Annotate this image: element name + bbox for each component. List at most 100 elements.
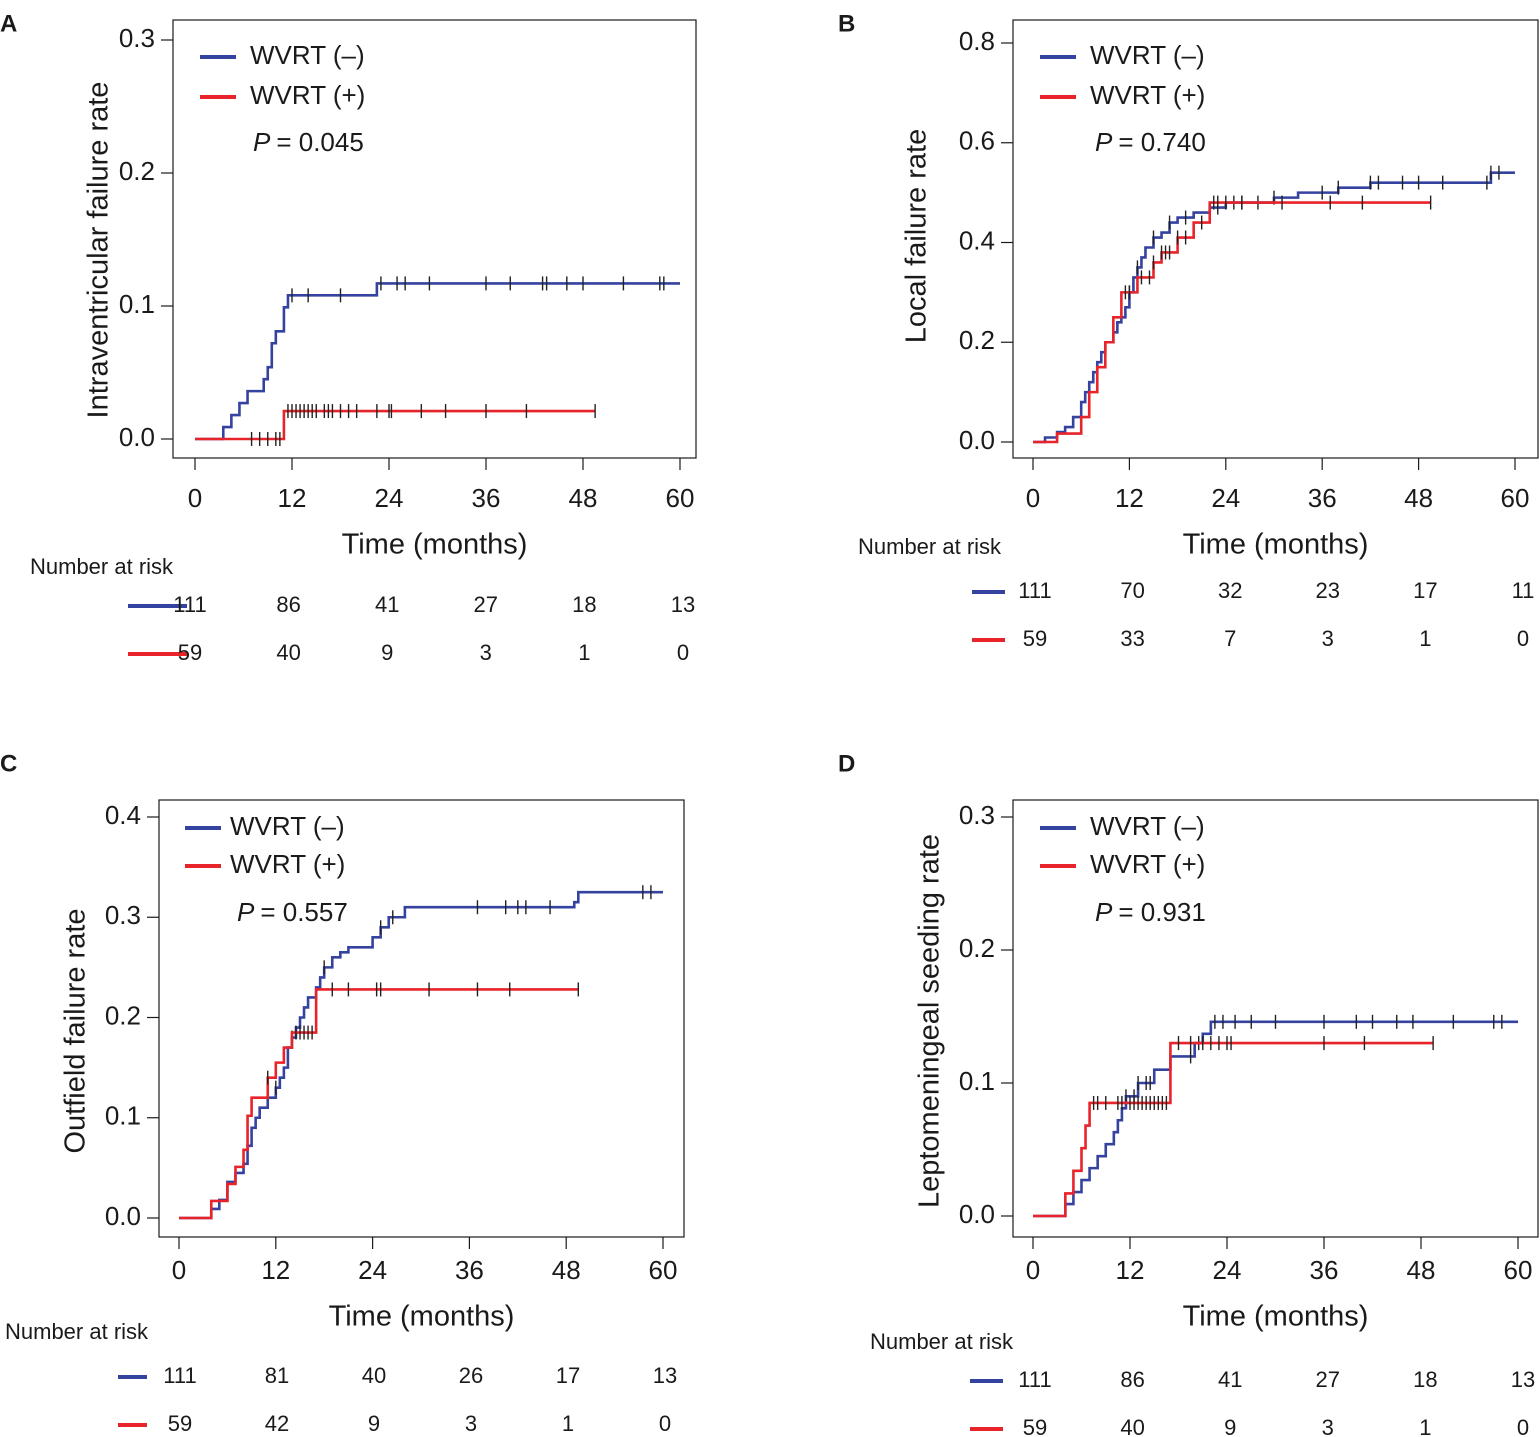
x-tick-label: 12	[278, 483, 307, 513]
wvrt-minus-risk-count: 11	[1512, 578, 1535, 603]
x-tick-label: 0	[1026, 1255, 1040, 1285]
y-tick-label: 0.4	[105, 800, 141, 830]
wvrt-plus-risk-count: 3	[465, 1411, 477, 1436]
wvrt-minus-risk-count: 17	[556, 1363, 580, 1388]
p-value-text: P = 0.557	[237, 897, 348, 927]
wvrt-minus-legend-label: WVRT (–)	[1090, 40, 1205, 70]
y-tick-label: 0.1	[105, 1101, 141, 1131]
p-value-number: = 0.557	[260, 897, 347, 927]
plot-frame	[1012, 799, 1539, 1238]
wvrt-plus-legend-label: WVRT (+)	[230, 849, 345, 879]
wvrt-plus-curve	[1033, 201, 1431, 444]
wvrt-plus-risk-count: 40	[276, 640, 300, 665]
wvrt-minus-legend-label: WVRT (–)	[230, 811, 345, 841]
y-tick-label: 0.0	[959, 425, 995, 455]
x-axis-title: Time (months)	[342, 529, 528, 561]
y-tick-label: 0.0	[959, 1199, 995, 1229]
p-value-text: P = 0.740	[1095, 127, 1206, 157]
y-tick-label: 0.6	[959, 126, 995, 156]
y-tick-label: 0.0	[119, 422, 155, 452]
wvrt-plus-risk-count: 1	[1419, 626, 1431, 651]
x-tick-label: 24	[358, 1255, 387, 1285]
wvrt-minus-legend-label: WVRT (–)	[250, 40, 365, 70]
panel-b: B 0.0 0.2 0.4 0.6 0.8 0 12 24 36 48 60 Time (months)…	[838, 10, 1539, 651]
y-tick-label: 0.4	[959, 225, 995, 255]
y-tick-label: 0.3	[119, 23, 155, 53]
x-tick-label: 60	[1501, 483, 1530, 513]
wvrt-minus-risk-count: 111	[163, 1363, 196, 1388]
risk-table-title: Number at risk	[870, 1329, 1014, 1354]
y-tick-label: 0.2	[105, 1000, 141, 1030]
wvrt-minus-risk-count: 18	[572, 592, 596, 617]
wvrt-plus-risk-count: 3	[480, 640, 492, 665]
x-tick-label: 36	[1310, 1255, 1339, 1285]
x-tick-label: 12	[1115, 483, 1144, 513]
panel-label: A	[0, 10, 17, 37]
wvrt-minus-risk-count: 41	[1218, 1367, 1242, 1392]
x-tick-label: 60	[666, 483, 695, 513]
wvrt-plus-risk-count: 3	[1322, 626, 1334, 651]
x-tick-label: 0	[188, 483, 202, 513]
x-tick-label: 24	[1211, 483, 1240, 513]
wvrt-plus-legend-label: WVRT (+)	[250, 80, 365, 110]
panel-d: D 0.0 0.1 0.2 0.3 0 12 24 36 48 60 Time (months) Lep…	[838, 750, 1539, 1437]
panel-label: D	[838, 750, 855, 777]
x-tick-label: 0	[1026, 483, 1040, 513]
risk-table-title: Number at risk	[5, 1319, 149, 1344]
wvrt-plus-risk-count: 0	[659, 1411, 671, 1436]
y-tick-label: 0.3	[105, 900, 141, 930]
plot-frame	[172, 19, 697, 459]
y-axis-title: Outfield failure rate	[60, 908, 92, 1153]
wvrt-plus-risk-count: 59	[1023, 1415, 1047, 1437]
wvrt-minus-risk-count: 23	[1316, 578, 1340, 603]
wvrt-minus-risk-count: 111	[173, 592, 206, 617]
wvrt-minus-risk-count: 111	[1018, 1367, 1051, 1392]
plot-frame	[1012, 19, 1539, 459]
wvrt-minus-risk-count: 17	[1413, 578, 1437, 603]
p-value-number: = 0.740	[1118, 127, 1205, 157]
wvrt-plus-risk-count: 1	[578, 640, 590, 665]
wvrt-minus-risk-count: 26	[459, 1363, 483, 1388]
wvrt-plus-legend-label: WVRT (+)	[1090, 80, 1205, 110]
wvrt-minus-risk-count: 70	[1120, 578, 1144, 603]
y-axis-title: Leptomeningeal seeding rate	[914, 834, 946, 1208]
panel-label: B	[838, 10, 855, 37]
y-tick-label: 0.2	[959, 933, 995, 963]
wvrt-minus-curve	[179, 890, 663, 1220]
wvrt-plus-curve	[195, 409, 596, 441]
x-tick-label: 48	[1404, 483, 1433, 513]
p-value-symbol: P	[253, 127, 271, 157]
wvrt-plus-risk-count: 40	[1120, 1415, 1144, 1437]
wvrt-minus-curve	[195, 282, 680, 441]
x-tick-label: 36	[472, 483, 501, 513]
x-tick-label: 12	[1116, 1255, 1145, 1285]
wvrt-minus-risk-count: 13	[1511, 1367, 1535, 1392]
wvrt-minus-risk-count: 40	[362, 1363, 386, 1388]
wvrt-plus-curve	[179, 988, 579, 1220]
wvrt-minus-risk-count: 18	[1413, 1367, 1437, 1392]
wvrt-minus-risk-count: 27	[1316, 1367, 1340, 1392]
wvrt-minus-risk-count: 41	[375, 592, 399, 617]
wvrt-plus-risk-count: 1	[1419, 1415, 1431, 1437]
x-tick-label: 60	[649, 1255, 678, 1285]
x-tick-label: 12	[261, 1255, 290, 1285]
x-tick-label: 48	[552, 1255, 581, 1285]
risk-table-title: Number at risk	[858, 534, 1002, 559]
y-tick-label: 0.2	[119, 156, 155, 186]
x-tick-label: 24	[1213, 1255, 1242, 1285]
wvrt-plus-risk-count: 9	[381, 640, 393, 665]
wvrt-minus-risk-count: 86	[276, 592, 300, 617]
y-tick-label: 0.1	[959, 1066, 995, 1096]
wvrt-plus-risk-count: 0	[677, 640, 689, 665]
p-value-symbol: P	[1095, 897, 1113, 927]
wvrt-minus-risk-count: 13	[653, 1363, 677, 1388]
wvrt-plus-risk-count: 9	[368, 1411, 380, 1436]
wvrt-plus-legend-label: WVRT (+)	[1090, 849, 1205, 879]
panel-a: A 0.0 0.1 0.2 0.3 0 12 24 36 48 60 Time (months) Int…	[0, 10, 697, 665]
plot-frame	[158, 799, 685, 1238]
panel-label: C	[0, 750, 17, 777]
p-value-symbol: P	[1095, 127, 1113, 157]
p-value-text: P = 0.045	[253, 127, 364, 157]
wvrt-minus-risk-count: 13	[671, 592, 695, 617]
